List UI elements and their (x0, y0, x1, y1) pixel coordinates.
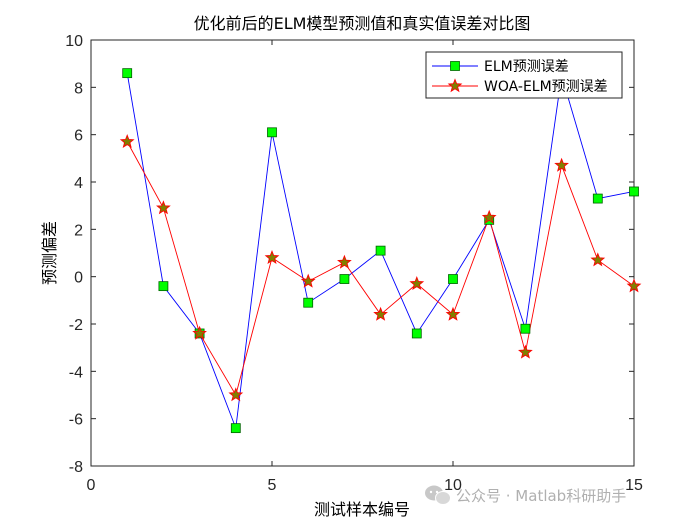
series-1-point (445, 306, 461, 321)
series-1-point (264, 249, 280, 264)
legend-marker-1 (447, 78, 463, 93)
series-1-point (156, 200, 171, 215)
series-1-point (300, 273, 316, 288)
legend-marker-0 (450, 61, 460, 71)
series-0-point (303, 297, 314, 308)
y-tick-label: -4 (69, 364, 83, 381)
series-0-point (230, 423, 241, 434)
series-1-point (337, 254, 352, 269)
series-1-point (481, 209, 497, 224)
y-tick-label: 10 (65, 33, 83, 50)
y-tick-label: -6 (69, 412, 83, 429)
series-1-point (590, 252, 606, 267)
watermark-text: 公众号 · Matlab科研助手 (456, 487, 626, 505)
series-1-point (409, 276, 425, 291)
x-tick-label: 5 (268, 477, 277, 494)
y-tick-label: 2 (74, 222, 83, 239)
series-0-point (122, 68, 133, 79)
series-0-point (411, 328, 422, 339)
series-1-point (373, 306, 388, 321)
y-axis-label: 预测偏差 (40, 221, 59, 285)
x-axis-label: 测试样本编号 (314, 500, 410, 519)
y-tick-label: -8 (69, 459, 83, 476)
wechat-icon (425, 485, 451, 505)
legend-label-1: WOA-ELM预测误差 (484, 79, 608, 95)
series-0-point (448, 274, 458, 284)
watermark: 公众号 · Matlab科研助手 (425, 485, 626, 505)
plot-area (90, 39, 635, 467)
y-tick-label: 8 (74, 80, 83, 97)
axis-tick-labels: 0 5 10 15 -8 -6 -4 -2 0 2 4 6 8 10 (65, 33, 643, 494)
series-1-point (554, 157, 569, 172)
series-0-point (592, 193, 603, 204)
legend: ELM预测误差 WOA-ELM预测误差 (425, 51, 623, 99)
series-1-point (192, 325, 207, 340)
axis-ticks (90, 39, 635, 467)
y-tick-label: 4 (74, 175, 83, 192)
series-0-point (520, 323, 531, 334)
y-tick-label: 0 (74, 270, 83, 287)
series-0-point (629, 186, 639, 197)
x-tick-label: 15 (625, 477, 643, 494)
y-tick-label: 6 (74, 128, 83, 145)
series-1-point (626, 278, 642, 293)
x-tick-label: 10 (444, 477, 462, 494)
series-0-point (267, 127, 277, 138)
series-0-point (375, 245, 386, 256)
series-1-point (119, 134, 135, 149)
series-1-point (518, 344, 533, 359)
chart-title: 优化前后的ELM模型预测值和真实值误差对比图 (194, 14, 531, 33)
series-0-point (339, 274, 350, 284)
x-tick-label: 0 (87, 477, 96, 494)
series-0-point (158, 281, 169, 292)
series-1-point (228, 387, 244, 402)
legend-label-0: ELM预测误差 (484, 59, 569, 75)
y-tick-label: -2 (69, 317, 83, 334)
